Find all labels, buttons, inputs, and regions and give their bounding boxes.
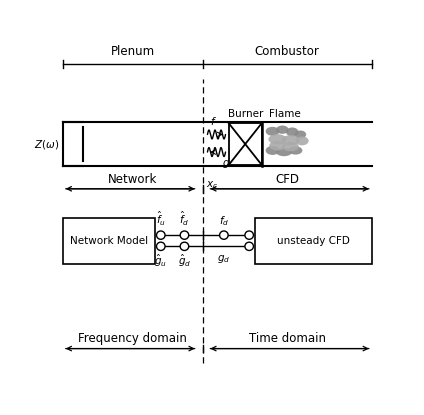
Text: f: f — [211, 117, 215, 127]
Text: $\hat{g}_u$: $\hat{g}_u$ — [154, 253, 167, 269]
Ellipse shape — [295, 130, 306, 139]
Ellipse shape — [268, 134, 287, 144]
Ellipse shape — [282, 142, 299, 151]
Circle shape — [156, 231, 165, 239]
Text: $\hat{g}_d$: $\hat{g}_d$ — [178, 253, 191, 269]
Circle shape — [245, 242, 254, 251]
Text: Time domain: Time domain — [248, 332, 326, 345]
Text: g: g — [223, 158, 230, 168]
Ellipse shape — [265, 127, 279, 136]
Circle shape — [220, 231, 228, 239]
Ellipse shape — [269, 141, 286, 151]
Text: Plenum: Plenum — [111, 45, 155, 59]
Ellipse shape — [289, 146, 302, 155]
Circle shape — [180, 231, 189, 239]
Bar — [255, 217, 372, 264]
Text: Combustor: Combustor — [255, 45, 320, 59]
Ellipse shape — [276, 125, 289, 134]
Text: Network Model: Network Model — [70, 236, 148, 246]
Text: $\hat{f}_d$: $\hat{f}_d$ — [179, 210, 190, 228]
Text: $\hat{f}_u$: $\hat{f}_u$ — [156, 210, 166, 228]
Text: $x_c$: $x_c$ — [206, 179, 219, 191]
Ellipse shape — [296, 137, 309, 145]
Circle shape — [245, 231, 254, 239]
Text: $g_d$: $g_d$ — [217, 253, 231, 265]
Ellipse shape — [286, 127, 298, 137]
Text: $f_d$: $f_d$ — [219, 215, 229, 228]
Ellipse shape — [265, 146, 279, 155]
Text: unsteady CFD: unsteady CFD — [277, 236, 350, 246]
Text: Flame: Flame — [269, 109, 301, 119]
Circle shape — [156, 242, 165, 251]
Text: Frequency domain: Frequency domain — [78, 332, 187, 345]
Text: Burner: Burner — [228, 109, 263, 119]
Circle shape — [180, 242, 189, 251]
Bar — [63, 217, 155, 264]
Text: CFD: CFD — [275, 173, 299, 186]
Text: Network: Network — [108, 173, 157, 186]
Text: $Z(\omega)$: $Z(\omega)$ — [34, 137, 59, 151]
Ellipse shape — [282, 135, 300, 145]
Ellipse shape — [276, 148, 292, 156]
